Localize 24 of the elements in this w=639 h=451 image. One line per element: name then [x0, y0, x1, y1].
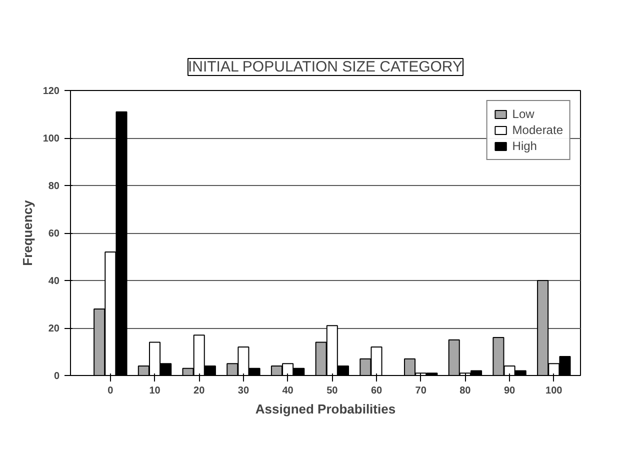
y-tick-label: 60 — [48, 228, 60, 240]
y-tick-label: 0 — [54, 371, 60, 382]
chart-title: INITIAL POPULATION SIZE CATEGORY — [188, 58, 462, 76]
x-tick-label: 50 — [326, 386, 338, 396]
y-tick-label: 20 — [48, 324, 60, 334]
x-tick-label: 20 — [194, 386, 206, 396]
x-tick-label: 40 — [282, 386, 294, 396]
x-tick-label: 90 — [504, 386, 516, 396]
x-tick-label: 10 — [149, 386, 161, 396]
legend-label: High — [512, 139, 537, 153]
x-tick-label: 100 — [546, 386, 563, 396]
y-tick-label: 120 — [42, 86, 60, 97]
y-tick-label: 100 — [42, 134, 60, 144]
legend-label: Moderate — [512, 123, 563, 137]
x-tick-label: 30 — [238, 386, 250, 396]
x-axis-title: Assigned Probabilities — [255, 402, 396, 416]
x-tick-label: 0 — [108, 386, 114, 396]
x-tick-label: 80 — [460, 386, 472, 396]
x-tick-label: 70 — [415, 386, 427, 396]
legend-label: Low — [512, 107, 534, 121]
y-tick-label: 40 — [48, 276, 60, 287]
y-tick-label: 80 — [48, 181, 60, 192]
y-axis-title: Frequency — [20, 199, 35, 266]
x-tick-label: 60 — [370, 386, 382, 396]
